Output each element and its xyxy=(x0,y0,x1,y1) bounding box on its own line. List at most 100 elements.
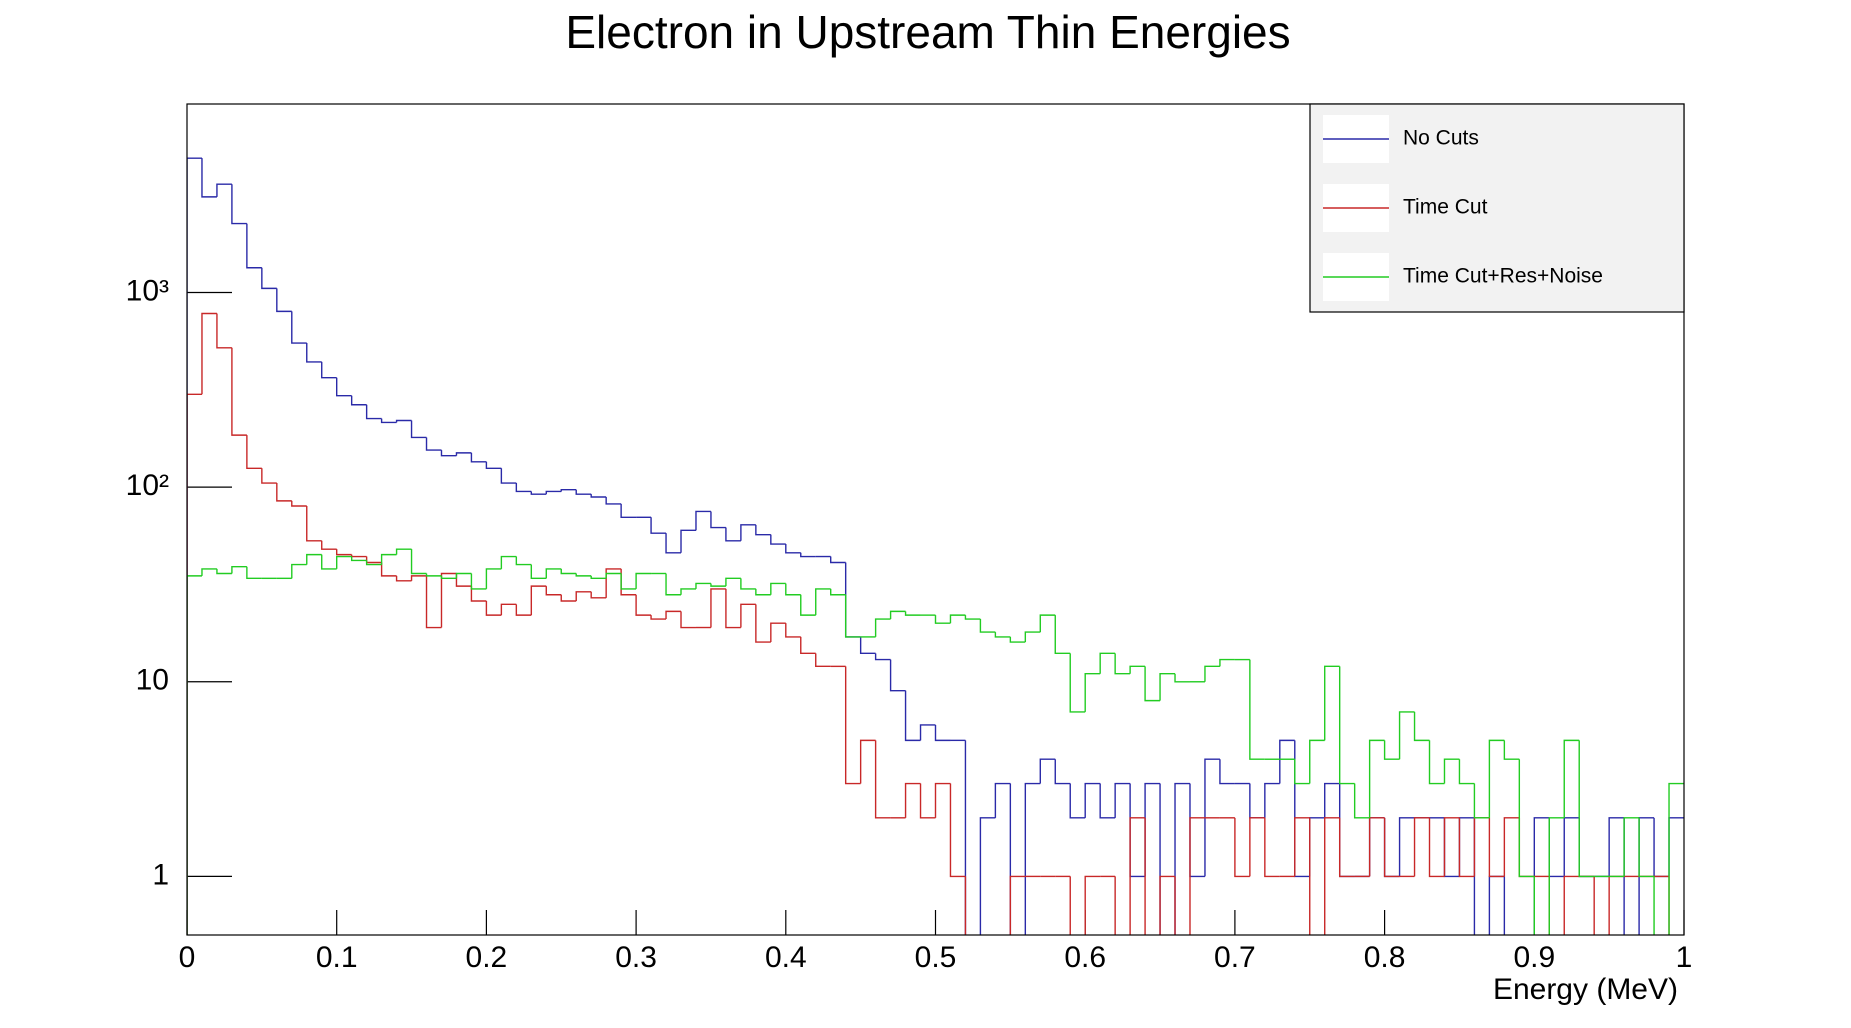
histogram-bin xyxy=(770,534,786,545)
histogram-bin xyxy=(1144,817,1146,935)
histogram-bin xyxy=(770,582,786,595)
histogram-bin xyxy=(246,223,262,269)
histogram-bin xyxy=(934,782,951,818)
histogram-bin xyxy=(306,343,322,363)
histogram-bin xyxy=(410,575,427,581)
histogram-bin xyxy=(740,524,756,541)
histogram-bin xyxy=(1264,817,1280,878)
histogram-bin xyxy=(246,566,262,580)
histogram-bin xyxy=(1009,783,1012,935)
histogram-bin xyxy=(306,553,322,565)
histogram-bin xyxy=(904,782,921,818)
histogram-bin xyxy=(1009,636,1026,643)
plot-area xyxy=(187,157,1684,935)
histogram-bin xyxy=(1174,876,1176,935)
histogram-bin xyxy=(1324,817,1340,935)
histogram-bin xyxy=(231,347,247,436)
histogram-bin xyxy=(1039,758,1056,784)
x-tick-label: 0 xyxy=(179,941,196,974)
histogram-bin xyxy=(590,591,607,599)
histogram-bin xyxy=(785,623,801,638)
histogram-bin xyxy=(515,483,532,493)
histogram-bin xyxy=(725,588,741,629)
histogram-bin xyxy=(710,511,726,529)
histogram-bin xyxy=(1099,783,1116,819)
histogram-bin xyxy=(440,572,457,628)
histogram-bin xyxy=(680,529,696,553)
histogram-bin xyxy=(979,619,996,633)
histogram-bin xyxy=(695,510,711,531)
histogram-bin xyxy=(859,636,876,655)
histogram-bin xyxy=(1144,666,1161,702)
histogram-bin xyxy=(1368,739,1385,818)
histogram-bin xyxy=(1294,759,1310,785)
histogram-bin xyxy=(1069,876,1071,935)
histogram-bin xyxy=(800,594,816,616)
histogram-bin xyxy=(1428,740,1445,785)
histogram-bin xyxy=(815,588,831,616)
histogram-bin xyxy=(1174,673,1190,683)
histogram-bin xyxy=(425,437,442,451)
histogram-bin xyxy=(755,604,771,643)
histogram-bin xyxy=(395,548,412,555)
histogram-bin xyxy=(321,361,337,379)
histogram-bin xyxy=(410,420,427,439)
histogram-bin xyxy=(1503,740,1520,760)
histogram-bin xyxy=(1054,615,1071,655)
histogram-bin xyxy=(1069,653,1086,713)
histogram-bin xyxy=(216,568,232,575)
histogram-bin xyxy=(844,594,861,638)
x-tick-label: 0.2 xyxy=(466,941,508,974)
histogram-bin xyxy=(216,313,232,349)
x-tick-label: 1 xyxy=(1676,941,1693,974)
histogram-bin xyxy=(1458,759,1475,785)
histogram-bin xyxy=(1668,782,1684,935)
histogram-bin xyxy=(1458,817,1475,878)
histogram-bin xyxy=(1279,739,1295,784)
histogram-bin xyxy=(187,157,202,935)
histogram-bin xyxy=(1114,653,1131,675)
histogram-bin xyxy=(859,739,876,784)
histogram-bin xyxy=(874,618,891,637)
histogram-bin xyxy=(770,622,786,643)
histogram-bin xyxy=(1114,876,1116,935)
histogram-bin xyxy=(485,461,502,469)
histogram-bin xyxy=(874,653,891,661)
histogram-bin xyxy=(934,724,951,742)
histogram-bin xyxy=(979,817,996,935)
histogram-bin xyxy=(919,783,936,819)
histogram-bin xyxy=(261,468,277,484)
histogram-bin xyxy=(1084,673,1101,712)
histogram-bin xyxy=(755,588,771,596)
histogram-bin xyxy=(515,556,532,566)
histogram-bin xyxy=(350,556,367,562)
histogram-bin xyxy=(1204,758,1220,877)
histogram-bin xyxy=(710,583,726,587)
histogram-bin xyxy=(1219,658,1235,667)
x-tick-label: 0.7 xyxy=(1214,941,1256,974)
histogram-bin xyxy=(844,666,861,785)
histogram-bin xyxy=(560,489,577,492)
histogram-bin xyxy=(246,435,262,469)
histogram-bin xyxy=(276,483,292,502)
histogram-bin xyxy=(1069,783,1086,819)
histogram-bin xyxy=(1518,759,1535,878)
y-tick-label: 10 xyxy=(136,664,169,697)
histogram-bin xyxy=(1024,782,1041,935)
histogram-bin xyxy=(187,575,202,935)
histogram-bin xyxy=(1129,665,1146,674)
histogram-bin xyxy=(440,575,457,580)
histogram-bin xyxy=(1159,673,1176,701)
histogram-bin xyxy=(1533,876,1535,935)
histogram-bin xyxy=(545,490,562,495)
y-tick-label: 1 xyxy=(152,858,169,891)
histogram-bin xyxy=(964,740,967,935)
chart-title: Electron in Upstream Thin Energies xyxy=(565,6,1290,58)
histogram-bin xyxy=(1638,817,1655,878)
histogram-bin xyxy=(1159,875,1176,935)
histogram-bin xyxy=(395,575,412,582)
histogram-bin xyxy=(889,659,906,692)
histogram-bin xyxy=(710,588,726,628)
histogram-bin xyxy=(1488,739,1505,818)
histogram-bin xyxy=(994,632,1011,638)
